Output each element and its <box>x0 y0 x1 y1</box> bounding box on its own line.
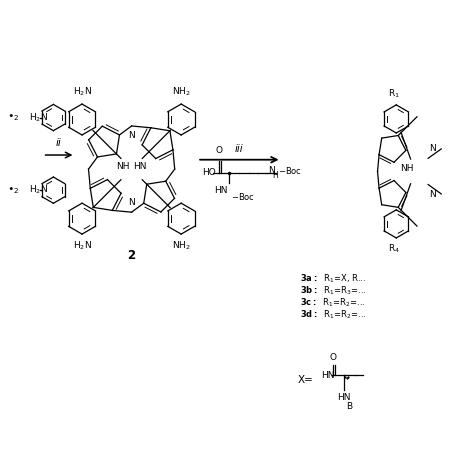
Text: $\mathbf{3d:}$  R$_1$=R$_2$=...: $\mathbf{3d:}$ R$_1$=R$_2$=... <box>300 308 367 320</box>
Text: $\mathbf{3b:}$  R$_1$=R$_3$=...: $\mathbf{3b:}$ R$_1$=R$_3$=... <box>300 284 367 297</box>
Text: $\bullet_2$: $\bullet_2$ <box>8 185 20 196</box>
Text: $-$Boc: $-$Boc <box>278 165 302 176</box>
Text: H$_2$N: H$_2$N <box>28 111 47 124</box>
Text: N: N <box>429 144 436 153</box>
Text: N: N <box>429 190 436 199</box>
Text: HN: HN <box>337 393 351 402</box>
Text: O: O <box>215 146 222 155</box>
Text: iii: iii <box>235 144 244 154</box>
Text: HN: HN <box>215 186 228 195</box>
Text: X=: X= <box>298 375 314 385</box>
Text: NH: NH <box>400 164 413 173</box>
Text: R$_1$: R$_1$ <box>388 88 400 100</box>
Text: $\mathbf{3a:}$  R$_1$=X, R...: $\mathbf{3a:}$ R$_1$=X, R... <box>300 273 366 285</box>
Text: NH$_2$: NH$_2$ <box>172 86 191 99</box>
Text: NH$_2$: NH$_2$ <box>172 240 191 252</box>
Text: HN: HN <box>321 371 335 380</box>
Text: H: H <box>272 171 278 180</box>
Text: $\bullet_2$: $\bullet_2$ <box>8 112 20 123</box>
Text: H$_2$N: H$_2$N <box>73 240 91 252</box>
Text: H$_2$N: H$_2$N <box>28 184 47 196</box>
Text: H$_2$N: H$_2$N <box>73 86 91 99</box>
Text: N: N <box>128 131 135 140</box>
Text: $-$Boc: $-$Boc <box>231 191 255 201</box>
Text: 2: 2 <box>128 249 136 262</box>
Text: HO: HO <box>202 168 216 177</box>
Text: NH: NH <box>117 162 130 171</box>
Text: ii: ii <box>56 138 62 148</box>
Text: $\mathbf{3c:}$  R$_1$=R$_2$=...: $\mathbf{3c:}$ R$_1$=R$_2$=... <box>300 296 366 309</box>
Text: O: O <box>330 353 337 362</box>
Text: N: N <box>128 198 135 207</box>
Text: B: B <box>346 402 352 411</box>
Text: R$_4$: R$_4$ <box>388 243 400 255</box>
Text: N: N <box>268 166 275 175</box>
Text: HN: HN <box>133 162 147 171</box>
